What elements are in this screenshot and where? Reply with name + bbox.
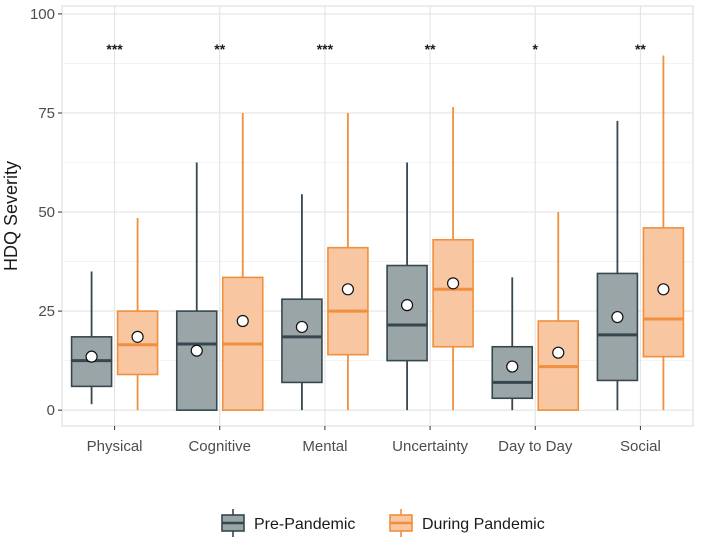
box-1-4 [537, 212, 580, 411]
mean-marker [552, 346, 565, 359]
box-0-1 [175, 162, 218, 411]
mean-marker [657, 283, 670, 296]
iqr-box [281, 298, 323, 384]
x-tick-label: Uncertainty [392, 438, 468, 455]
x-tick-label: Day to Day [498, 438, 573, 455]
mean-marker [190, 344, 203, 357]
box-1-1 [221, 112, 264, 411]
significance-label: ** [635, 41, 646, 57]
x-tick-label: Cognitive [188, 438, 251, 455]
mean-marker [400, 299, 414, 312]
box-1-5 [642, 55, 685, 411]
x-tick-label: Mental [302, 438, 347, 455]
mean-marker [295, 320, 309, 334]
significance-label: ** [214, 41, 225, 57]
box-1-2 [327, 112, 369, 411]
mean-marker [611, 310, 624, 324]
legend-label: During Pandemic [422, 516, 545, 533]
plot-panel [61, 5, 694, 427]
y-tick-label: 100 [30, 6, 55, 23]
mean-marker [341, 283, 355, 296]
mean-marker [506, 360, 519, 373]
iqr-box [386, 264, 428, 362]
mean-marker [446, 277, 460, 290]
x-tick-label: Physical [87, 438, 143, 455]
iqr-box [175, 310, 218, 411]
ticks: 0 25 50 75 100 Physical Cognitive Mental Uncerta… [30, 6, 661, 455]
box-0-5 [596, 120, 639, 411]
significance-label: *** [317, 41, 334, 57]
boxes [70, 55, 685, 411]
iqr-box [432, 238, 474, 348]
legend-item-0: Pre-Pandemic [221, 509, 355, 537]
gridlines [62, 6, 693, 426]
box-0-3 [386, 162, 428, 411]
significance-label: *** [106, 41, 123, 57]
mean-marker [236, 314, 249, 328]
box-1-3 [432, 107, 474, 411]
iqr-box [596, 272, 639, 382]
legend-label: Pre-Pandemic [254, 516, 355, 533]
y-tick-label: 25 [38, 303, 55, 320]
y-axis-title: HDQ Severity [1, 161, 21, 271]
iqr-box [327, 246, 369, 356]
x-tick-label: Social [620, 438, 661, 455]
box-1-0 [116, 217, 159, 411]
legend: Pre-Pandemic During Pandemic [221, 509, 545, 537]
y-tick-label: 50 [38, 204, 55, 221]
box-0-2 [281, 194, 323, 411]
box-0-4 [491, 277, 534, 411]
box-0-0 [70, 271, 113, 405]
legend-item-1: During Pandemic [389, 509, 545, 537]
significance-label: * [533, 41, 539, 57]
y-tick-label: 75 [38, 105, 55, 122]
y-tick-label: 0 [47, 402, 55, 419]
significance-label: ** [425, 41, 436, 57]
mean-marker [131, 330, 144, 343]
mean-marker [85, 350, 98, 363]
